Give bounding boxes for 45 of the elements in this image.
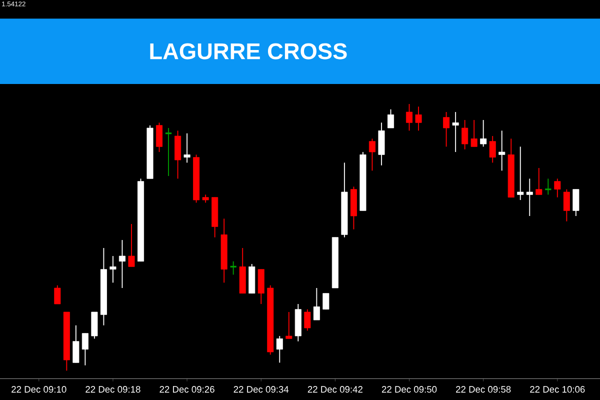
chart-title: LAGURRE CROSS [150, 43, 347, 60]
candlestick [462, 120, 468, 150]
candlestick [517, 146, 524, 200]
candlestick [54, 284, 61, 304]
candlestick [544, 178, 552, 196]
x-tick-label: 22 Dec 10:06 [530, 386, 585, 393]
candlestick [304, 308, 311, 332]
candlestick [368, 138, 376, 172]
candlestick [480, 120, 487, 148]
candlestick [118, 240, 126, 288]
candlestick [443, 112, 450, 148]
candlestick [164, 128, 172, 176]
candlestick [110, 256, 116, 284]
candlestick [498, 130, 506, 172]
candlestick [156, 122, 163, 152]
candlestick [526, 178, 533, 216]
x-tick-label: 22 Dec 09:18 [86, 386, 140, 393]
candlestick [406, 104, 413, 132]
candlestick [572, 188, 580, 216]
candlestick [387, 108, 394, 128]
candlestick [258, 268, 264, 304]
candlestick [489, 136, 496, 164]
candlestick [536, 168, 542, 196]
x-tick-label: 22 Dec 09:58 [456, 386, 511, 393]
x-tick-label: 22 Dec 09:26 [160, 386, 214, 393]
candlestick [378, 122, 385, 166]
candlestick [322, 292, 330, 310]
candlestick [82, 332, 88, 366]
x-tick-label: 22 Dec 09:34 [234, 386, 289, 393]
candlestick [470, 120, 478, 148]
x-tick-label: 22 Dec 09:42 [308, 386, 362, 393]
candlestick [554, 178, 561, 198]
candlestick [276, 336, 283, 364]
candlestick [229, 260, 238, 276]
candlestick [184, 132, 190, 164]
candlestick [91, 312, 98, 340]
x-tick-label: 22 Dec 09:50 [382, 386, 437, 393]
x-tick-label: 22 Dec 09:10 [12, 386, 66, 393]
candlestick [415, 106, 422, 132]
candlestick [286, 312, 292, 340]
candlestick [128, 224, 135, 268]
candlestick [72, 324, 80, 364]
candlestick [563, 188, 570, 222]
candlestick [313, 288, 320, 320]
candlestick [452, 112, 459, 152]
